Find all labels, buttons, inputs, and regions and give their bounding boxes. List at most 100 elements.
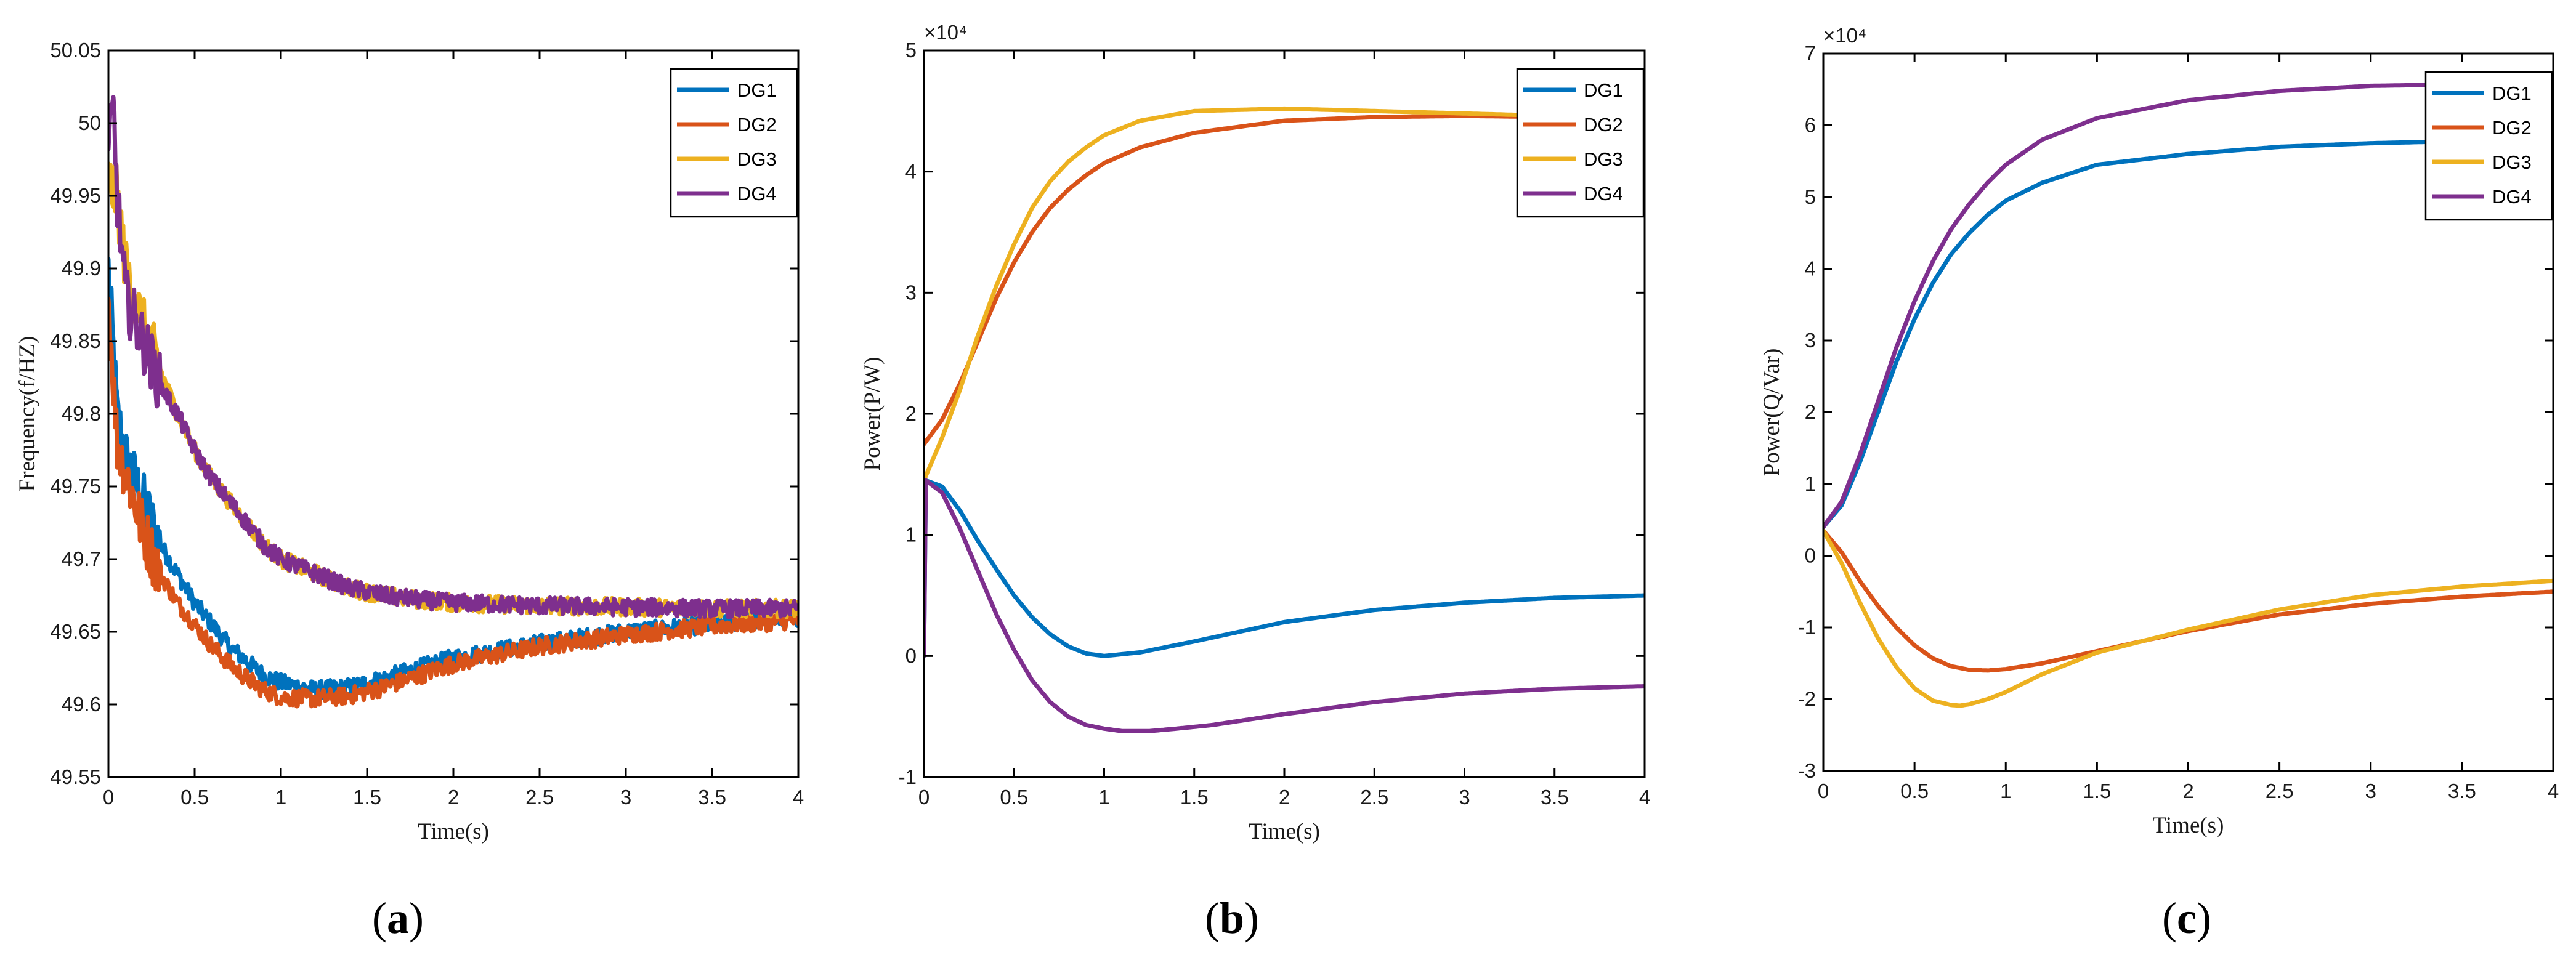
y-tick-label: 49.7 (62, 547, 101, 570)
legend-label-dg2: DG2 (737, 114, 777, 135)
y-tick-label: 4 (905, 160, 917, 183)
x-tick-label: 1.5 (1180, 786, 1209, 809)
x-axis-label: Time(s) (418, 819, 489, 844)
series-line-dg4 (108, 95, 798, 619)
panel-label-close: ) (1244, 893, 1259, 943)
legend-label-dg1: DG1 (737, 79, 777, 101)
legend-label-dg3: DG3 (2492, 151, 2532, 173)
legend: DG1 DG2 DG3 DG4 (670, 68, 798, 218)
legend-label-dg4: DG4 (1584, 183, 1623, 204)
y-tick-label: 2 (905, 402, 917, 425)
x-tick-label: 2.5 (525, 786, 554, 809)
y-tick-label: 1 (1805, 472, 1816, 495)
panel-label-open: ( (372, 893, 387, 943)
x-tick-label: 0 (103, 786, 114, 809)
x-tick-label: 3 (1459, 786, 1470, 809)
legend-label-dg2: DG2 (2492, 117, 2532, 139)
chart-panel-c: 0 0.5 1 1.5 2 2.5 3 3.5 4 -3 -2 -1 0 1 2 3 4 5 6 7 ×10⁴ Time(… (1759, 24, 2559, 943)
x-tick-label: 0.5 (1000, 786, 1028, 809)
x-tick-label: 1 (1098, 786, 1109, 809)
series-line-dg3 (1823, 528, 2553, 708)
legend: DG1 DG2 DG3 DG4 (1516, 68, 1645, 218)
x-tick-label: 2.5 (2266, 780, 2294, 802)
x-tick-label: 1.5 (2083, 780, 2111, 802)
legend-label-dg2: DG2 (1584, 114, 1623, 135)
y-tick-label: 1 (905, 523, 917, 546)
series-line-dg2 (1823, 528, 2553, 673)
panel-label-open: ( (2162, 893, 2177, 943)
y-tick-label: 5 (905, 39, 917, 62)
exponent-label: ×10⁴ (924, 21, 967, 44)
panel-label: (b) (1205, 893, 1259, 943)
y-tick-label: 49.55 (50, 765, 101, 788)
legend-label-dg3: DG3 (1584, 148, 1623, 170)
y-axis-label: Frequency(f/HZ) (15, 336, 40, 492)
y-tick-label: 6 (1805, 114, 1816, 137)
panel-label-open: ( (1205, 893, 1220, 943)
x-tick-label: 3 (2365, 780, 2376, 802)
series-line-dg3 (108, 161, 798, 619)
x-tick-label: 1.5 (353, 786, 381, 809)
x-tick-label: 0 (1818, 780, 1829, 802)
x-tick-label: 3.5 (1541, 786, 1569, 809)
y-tick-label: -1 (1798, 616, 1816, 639)
legend-label-dg1: DG1 (1584, 79, 1623, 101)
y-tick-label: 49.75 (50, 475, 101, 498)
x-tick-label: 3.5 (2448, 780, 2476, 802)
y-tick-label: 5 (1805, 185, 1816, 208)
x-tick-label: 4 (1639, 786, 1650, 809)
x-tick-label: 2.5 (1360, 786, 1388, 809)
x-tick-label: 4 (2548, 780, 2559, 802)
x-tick-label: 1 (2000, 780, 2011, 802)
x-tick-label: 2 (448, 786, 459, 809)
y-tick-label: 50 (78, 111, 101, 134)
x-tick-label: 0 (918, 786, 930, 809)
y-tick-label: 49.85 (50, 329, 101, 352)
x-tick-label: 0.5 (1900, 780, 1929, 802)
x-axis-label: Time(s) (2153, 813, 2224, 838)
x-axis-label: Time(s) (1249, 819, 1320, 844)
y-tick-label: 0 (1805, 544, 1816, 567)
panel-label-letter: a (387, 893, 409, 943)
x-tick-label: 4 (793, 786, 804, 809)
y-tick-label: 7 (1805, 42, 1816, 65)
y-tick-label: 49.8 (62, 402, 101, 425)
panel-label: (c) (2162, 893, 2211, 943)
legend-label-dg3: DG3 (737, 148, 777, 170)
y-tick-label: 49.95 (50, 184, 101, 207)
y-tick-label: 3 (905, 281, 917, 304)
y-tick-label: 49.9 (62, 257, 101, 280)
y-tick-label: 49.65 (50, 620, 101, 643)
panel-label-close: ) (2197, 893, 2211, 943)
legend-label-dg4: DG4 (737, 183, 777, 204)
y-tick-label: -2 (1798, 688, 1816, 711)
x-tick-label: 0.5 (180, 786, 209, 809)
panel-label: (a) (372, 893, 424, 943)
series-line-dg4 (924, 478, 1645, 733)
y-axis-label: Power(P/W) (860, 357, 885, 471)
y-tick-label: 49.6 (62, 693, 101, 716)
series-line-dg1 (924, 478, 1645, 658)
legend-label-dg4: DG4 (2492, 186, 2532, 208)
y-tick-label: 3 (1805, 329, 1816, 352)
y-tick-label: 4 (1805, 257, 1816, 280)
x-tick-label: 2 (1279, 786, 1290, 809)
y-tick-label: 50.05 (50, 39, 101, 62)
panel-label-letter: c (2177, 893, 2197, 943)
series-line-dg2 (108, 297, 798, 709)
y-tick-label: -1 (899, 765, 917, 788)
legend: DG1 DG2 DG3 DG4 (2424, 71, 2553, 221)
x-tick-label: 3 (620, 786, 631, 809)
chart-panel-a: 0 0.5 1 1.5 2 2.5 3 3.5 4 49.55 49.6 49.65 49.7 49.75… (15, 39, 804, 943)
x-tick-label: 1 (275, 786, 286, 809)
y-tick-label: 0 (905, 644, 917, 667)
panel-label-close: ) (409, 893, 424, 943)
y-tick-label: -3 (1798, 759, 1816, 782)
exponent-label: ×10⁴ (1823, 24, 1866, 47)
panel-label-letter: b (1220, 893, 1244, 943)
x-tick-label: 2 (2182, 780, 2193, 802)
y-tick-label: 2 (1805, 401, 1816, 424)
series-group (108, 95, 798, 709)
chart-panel-b: 0 0.5 1 1.5 2 2.5 3 3.5 4-1012345×10⁴Time(s)Powe… (860, 21, 1650, 943)
